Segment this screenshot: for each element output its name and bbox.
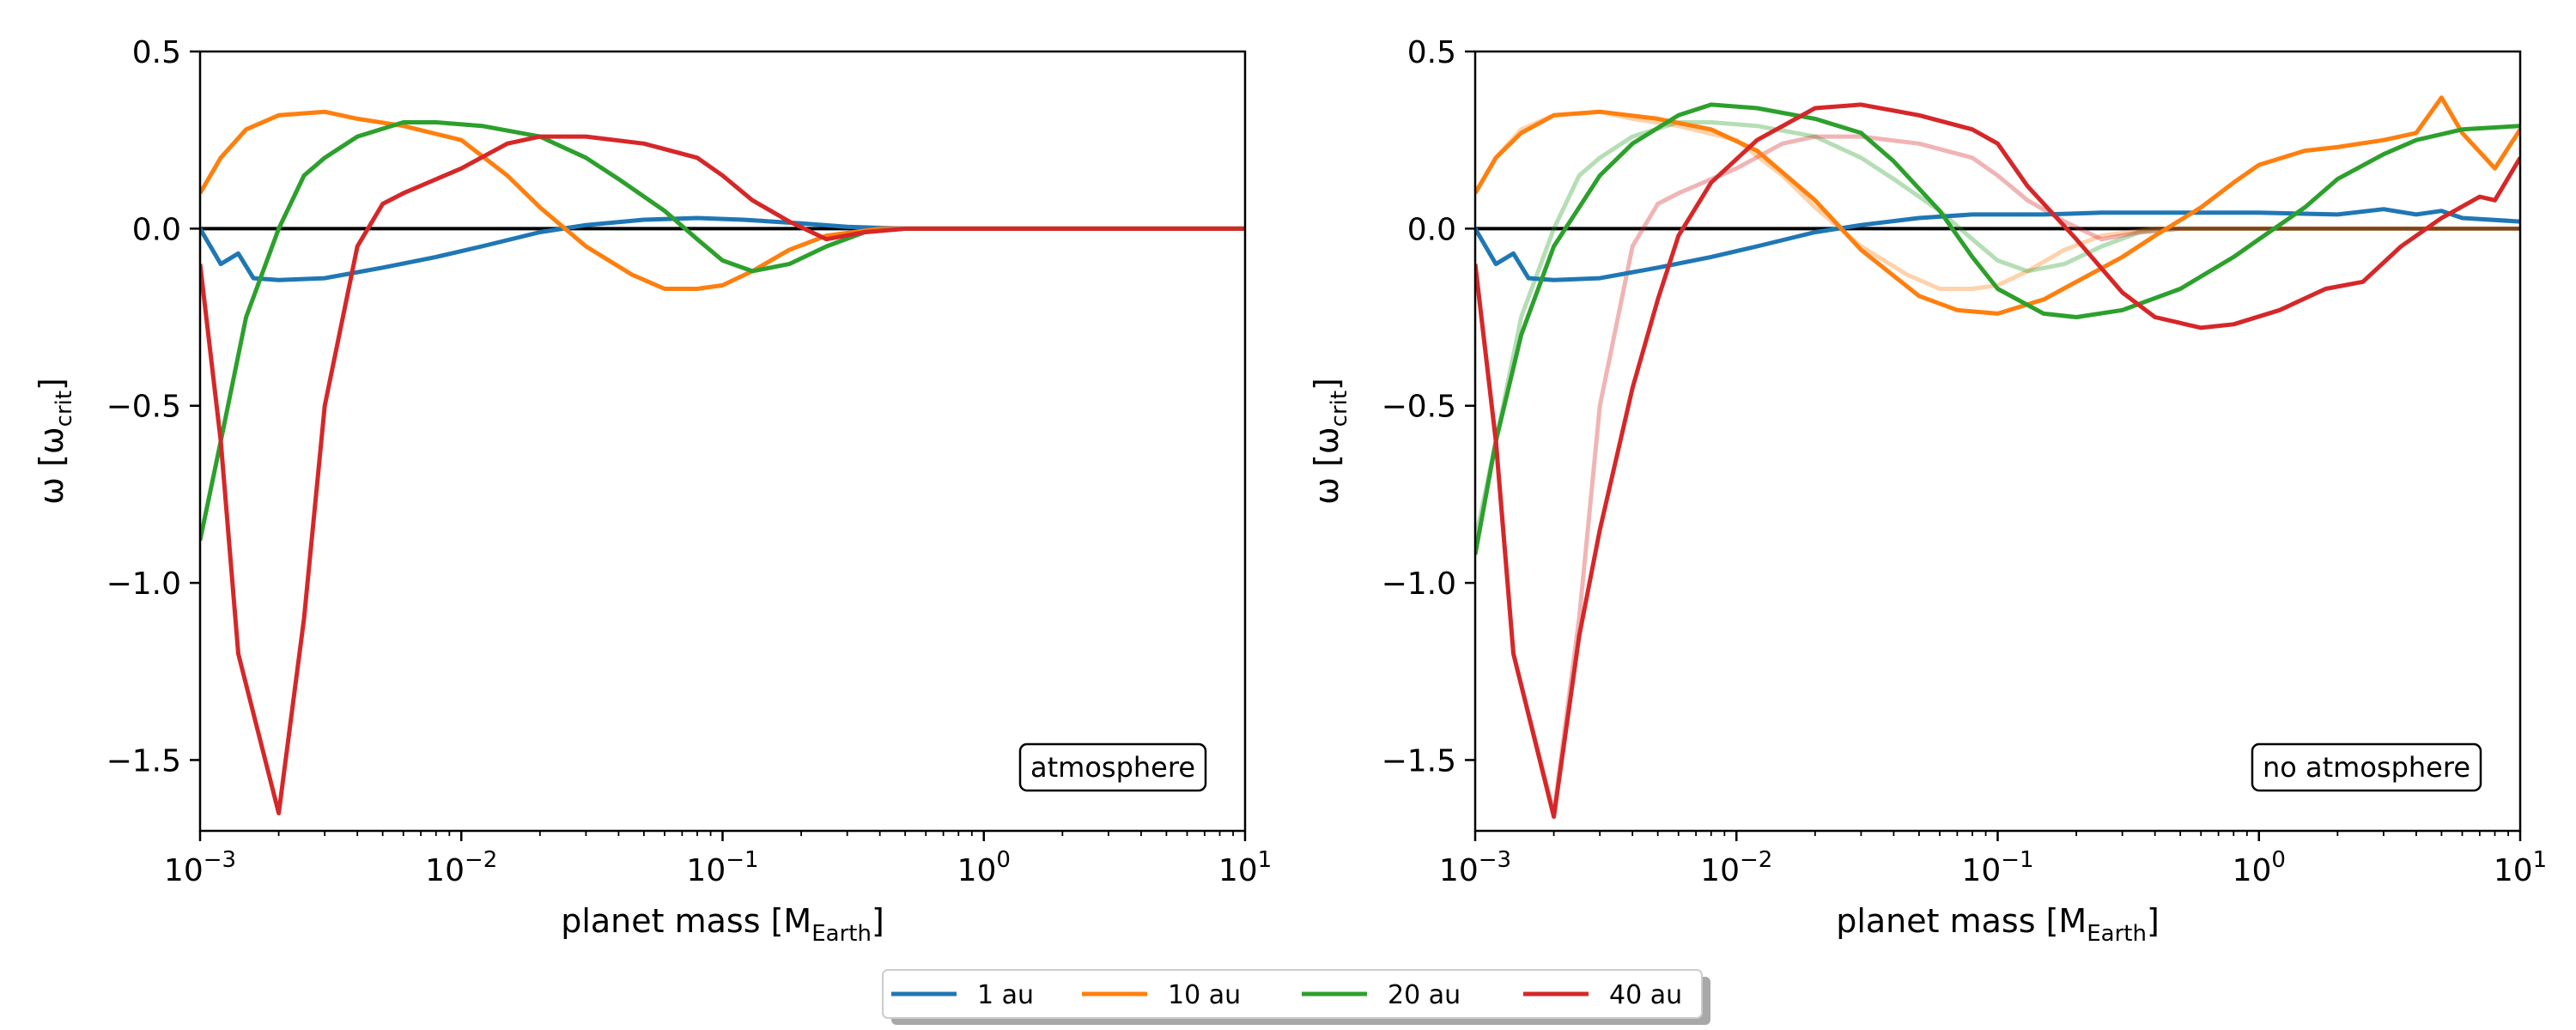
series-line — [200, 215, 1245, 282]
y-tick-label: −1.0 — [106, 566, 181, 602]
annotation-label: atmosphere — [1030, 751, 1195, 784]
x-tick-label: 10−1 — [1961, 847, 2033, 888]
series-line — [200, 134, 1245, 815]
x-axis-label: planet mass [MEarth] — [561, 902, 884, 947]
x-tick-label: 10−2 — [425, 847, 497, 888]
y-tick-label: −0.5 — [1382, 390, 1456, 425]
y-tick-label: 0.0 — [132, 212, 181, 247]
y-tick-label: 0.5 — [132, 35, 181, 70]
legend-label: 1 au — [977, 980, 1034, 1010]
series-line — [1475, 207, 2520, 282]
annotation-box-no-atmosphere: no atmosphere — [2251, 742, 2482, 792]
annotation-label: no atmosphere — [2263, 751, 2470, 784]
axes-frame-no-atmosphere — [1473, 50, 2522, 833]
series-group — [1475, 95, 2520, 819]
series-line — [1475, 95, 2520, 316]
y-tick-label: −0.5 — [106, 390, 181, 425]
legend-items: 1 au 10 au 20 au 40 au — [891, 980, 1682, 1010]
faded-series-line — [1475, 120, 2520, 542]
y-tick-label: −1.5 — [106, 743, 181, 779]
x-axis-label: planet mass [MEarth] — [1836, 902, 2160, 947]
annotation-box-atmosphere: atmosphere — [1018, 742, 1207, 792]
y-tick-label: −1.0 — [1382, 566, 1456, 602]
series-line — [200, 109, 1245, 291]
legend-label: 40 au — [1609, 980, 1682, 1010]
panel-atmosphere: 0.5 0.0 −0.5 −1.0 −1.5 10−3 10−2 10−1 100 101 atm… — [33, 35, 1272, 947]
ticks-atmosphere: 0.5 0.0 −0.5 −1.0 −1.5 10−3 10−2 10−1 100 101 — [106, 35, 1273, 888]
x-tick-label: 10−3 — [1439, 847, 1511, 888]
faded-series-line — [1475, 134, 2520, 815]
y-axis-label: ω [ωcrit] — [1308, 378, 1352, 505]
axes-frame-atmosphere — [198, 50, 1247, 833]
legend: 1 au 10 au 20 au 40 au — [882, 969, 1710, 1025]
x-tick-label: 10−1 — [686, 847, 758, 888]
panel-no-atmosphere: 0.5 0.0 −0.5 −1.0 −1.5 10−3 10−2 10−1 100 101 no … — [1308, 35, 2547, 947]
annotation-frame — [2251, 742, 2482, 792]
series-line — [1475, 102, 2520, 819]
annotation-frame — [1018, 742, 1207, 792]
x-tick-label: 100 — [2233, 847, 2286, 888]
x-tick-label: 10−2 — [1700, 847, 1772, 888]
series-line — [200, 120, 1245, 542]
legend-frame — [882, 969, 1703, 1019]
legend-label: 10 au — [1168, 980, 1241, 1010]
legend-label: 20 au — [1388, 980, 1461, 1010]
ticks-no-atmosphere: 0.5 0.0 −0.5 −1.0 −1.5 10−3 10−2 10−1 100 101 — [1382, 35, 2548, 888]
plot-area-no-atmosphere — [1475, 95, 2520, 819]
y-tick-label: 0.5 — [1407, 35, 1456, 70]
x-tick-label: 100 — [957, 847, 1011, 888]
x-tick-label: 10−3 — [164, 847, 236, 888]
plot-area-atmosphere — [200, 109, 1245, 815]
x-tick-label: 101 — [1218, 847, 1272, 888]
x-tick-label: 101 — [2494, 847, 2547, 888]
y-tick-label: 0.0 — [1407, 212, 1456, 247]
series-line — [1475, 102, 2520, 555]
y-tick-label: −1.5 — [1382, 743, 1456, 779]
y-axis-label: ω [ωcrit] — [33, 378, 77, 505]
series-group — [200, 109, 1245, 815]
